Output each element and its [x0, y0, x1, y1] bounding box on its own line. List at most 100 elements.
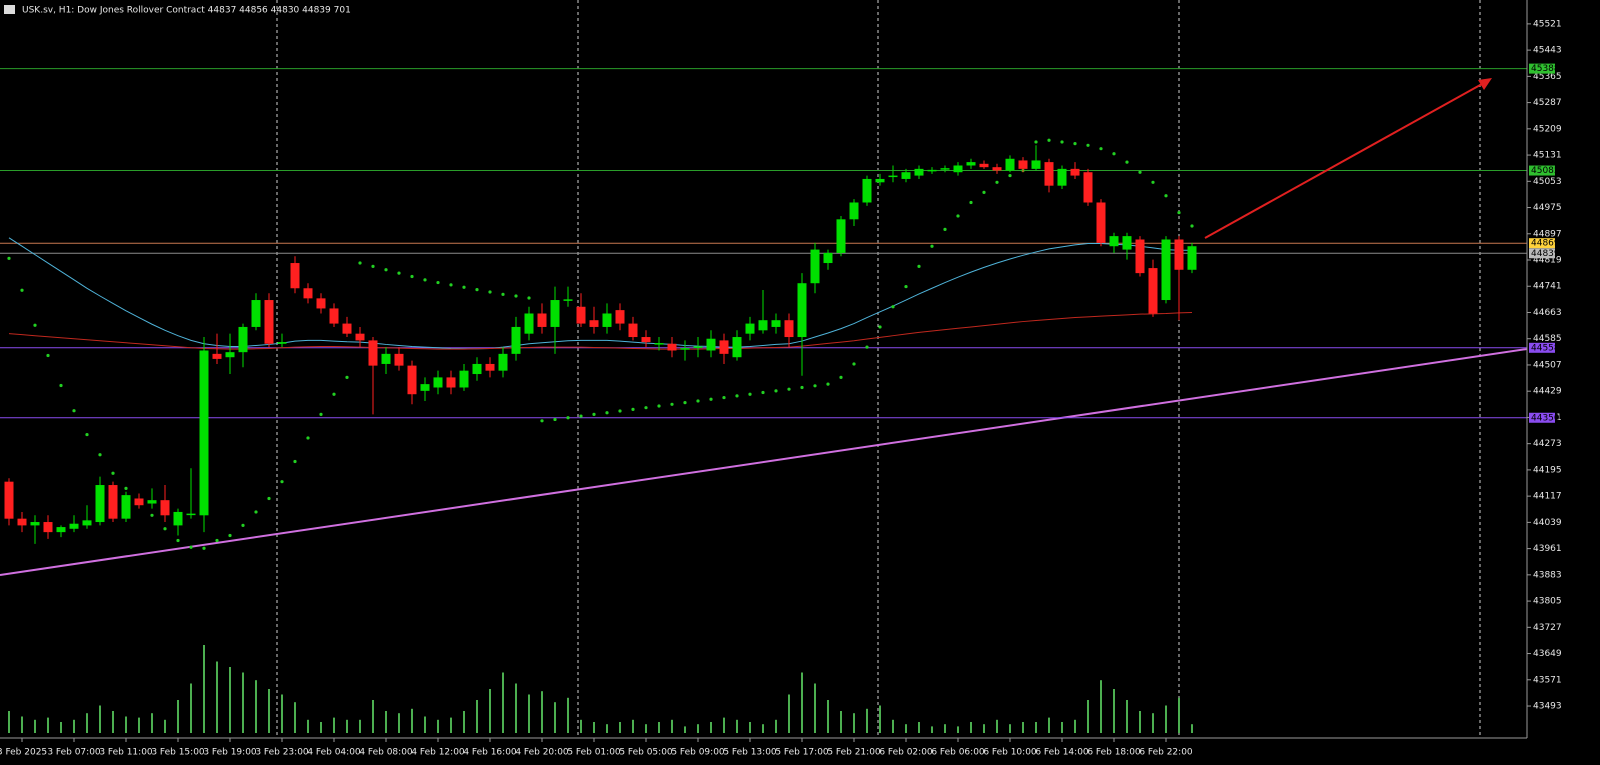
candle-body [160, 500, 170, 516]
candle-body [576, 306, 586, 324]
y-tick-label: 44195 [1533, 465, 1562, 475]
level-label: 44350 [1531, 413, 1560, 423]
candle-body [1070, 168, 1080, 176]
candle-body [1187, 246, 1197, 270]
sar-dot [124, 486, 128, 490]
candle-body [199, 350, 209, 516]
y-tick-label: 43883 [1533, 570, 1562, 580]
sar-dot [306, 436, 310, 440]
sar-dot [1138, 170, 1142, 174]
sar-dot [202, 546, 206, 550]
sar-dot [1177, 210, 1181, 215]
x-tick-label: 3 Feb 07:00 [47, 748, 101, 758]
candle-body [69, 523, 79, 529]
candle-body [1057, 168, 1067, 186]
sar-dot [761, 390, 765, 395]
candle-body [498, 353, 508, 371]
candle-body [589, 320, 599, 327]
sar-dot [397, 271, 401, 275]
candle-body [732, 337, 742, 358]
y-tick-label: 44117 [1533, 492, 1562, 502]
candle-body [342, 323, 352, 334]
x-tick-label: 5 Feb 05:00 [619, 748, 673, 758]
sar-dot [371, 264, 375, 268]
candle-body [836, 219, 846, 253]
sar-dot [839, 375, 843, 379]
candle-body [303, 288, 313, 299]
candle-body [251, 300, 261, 327]
sar-dot [488, 290, 492, 294]
candle-body [1005, 158, 1015, 171]
y-tick-label: 44507 [1533, 360, 1562, 370]
sar-dot [644, 406, 648, 410]
candle-body [537, 313, 547, 327]
sar-dot [215, 538, 219, 543]
candle-body [225, 352, 235, 358]
moving-average [8, 237, 1192, 350]
candle-body [108, 485, 118, 519]
candle-body [940, 168, 950, 170]
sar-dot [917, 264, 921, 268]
sar-dot [904, 284, 908, 289]
candle-body [615, 310, 625, 324]
sar-dot [358, 261, 362, 265]
sar-dot [46, 353, 50, 358]
y-tick-label: 43805 [1533, 597, 1562, 607]
sar-dot [111, 471, 115, 475]
y-tick-label: 43493 [1533, 702, 1562, 712]
x-tick-label: 3 Feb 19:00 [203, 748, 257, 758]
sar-dot [1151, 180, 1155, 184]
sar-dot [579, 414, 583, 418]
sar-dot [267, 496, 271, 501]
sar-dot [98, 453, 102, 457]
sar-dot [59, 383, 63, 388]
sar-dot [1034, 140, 1038, 144]
x-tick-label: 4 Feb 16:00 [463, 748, 517, 758]
sar-dot [956, 214, 960, 218]
sar-dot [319, 412, 323, 416]
symbol-icon [4, 5, 15, 14]
candle-body [550, 300, 560, 327]
candle-body [862, 178, 872, 203]
sar-dot [878, 325, 882, 329]
candle-body [290, 263, 300, 289]
sar-dot [748, 392, 752, 396]
sar-dot [592, 412, 596, 416]
candle-body [1044, 162, 1054, 186]
candle-body [524, 313, 534, 334]
sar-dot [1099, 147, 1103, 151]
y-tick-label: 44975 [1533, 203, 1562, 213]
x-tick-label: 6 Feb 10:00 [983, 748, 1037, 758]
y-tick-label: 43571 [1533, 675, 1562, 685]
sar-dot [826, 382, 830, 386]
sar-dot [475, 288, 479, 292]
trend-line [0, 348, 1528, 576]
candle-body [797, 283, 807, 338]
sar-dot [540, 419, 544, 423]
candle-body [1083, 172, 1093, 203]
candle-body [1018, 160, 1028, 169]
x-tick-label: 6 Feb 14:00 [1035, 748, 1089, 758]
candle-body [706, 338, 716, 351]
candle-body [17, 518, 27, 526]
y-tick-label: 44897 [1533, 229, 1562, 239]
sar-dot [1008, 173, 1012, 178]
x-tick-label: 4 Feb 08:00 [359, 748, 413, 758]
x-tick-label: 4 Feb 20:00 [515, 748, 569, 758]
sar-dot [891, 305, 895, 309]
sar-dot [631, 407, 635, 411]
sar-dot [852, 362, 856, 366]
sar-dot [813, 384, 817, 388]
sar-dot [527, 296, 531, 300]
candle-body [901, 172, 911, 179]
candle-body [1122, 236, 1132, 250]
candle-body [758, 320, 768, 331]
y-tick-label: 45521 [1533, 19, 1562, 29]
y-tick-label: 44663 [1533, 308, 1562, 318]
sar-dot [436, 280, 440, 285]
x-tick-label: 5 Feb 21:00 [827, 748, 881, 758]
sar-dot [930, 244, 934, 248]
